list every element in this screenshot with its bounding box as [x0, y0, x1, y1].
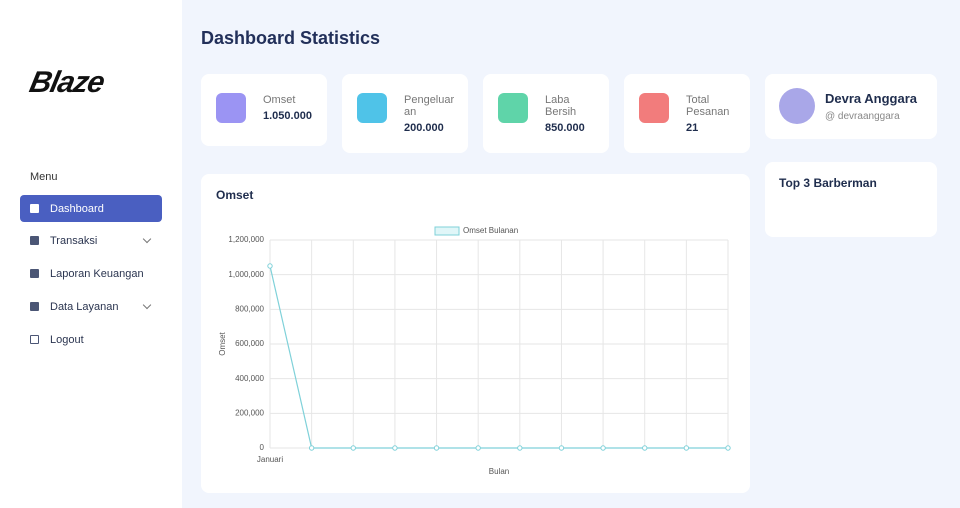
series-line: [269, 265, 728, 449]
menu-item[interactable]: Laporan Keuangan: [20, 260, 162, 287]
stat-icon: [216, 93, 246, 123]
point: [308, 445, 315, 451]
menu-heading: Menu: [30, 171, 58, 183]
menu-label: Data Layanan: [50, 300, 119, 313]
top-title: Top 3 Barberman: [779, 176, 877, 190]
stat-value: 200.000: [404, 122, 444, 134]
point: [517, 445, 523, 451]
stat-label: Omset: [263, 94, 296, 106]
y-tick-label: 1,000,000: [228, 270, 264, 279]
menu-item[interactable]: Dashboard: [20, 195, 162, 222]
stat-value: 850.000: [545, 122, 585, 134]
menu-label: Dashboard: [50, 202, 104, 215]
y-tick-label: 400,000: [235, 374, 264, 383]
stat-icon: [498, 93, 528, 123]
point: [683, 445, 690, 451]
stat-card: Pengeluaran 200.000: [342, 74, 468, 153]
sidebar: Blaze Menu Dashboard Transaksi Laporan K…: [0, 0, 182, 508]
stat-icon: [639, 93, 669, 123]
stat-card: Total Pesanan 21: [624, 74, 750, 153]
x-axis-title: Bulan: [489, 467, 509, 476]
point: [433, 445, 440, 451]
menu-item[interactable]: Data Layanan: [20, 293, 162, 320]
y-axis-title: Omset: [218, 331, 227, 355]
point: [475, 445, 481, 451]
menu-label: Transaksi: [50, 234, 98, 247]
page-title: Dashboard Statistics: [201, 28, 381, 48]
point: [350, 445, 356, 451]
stat-value: 1.050.000: [263, 110, 312, 122]
y-tick-label: 1,200,000: [228, 235, 264, 244]
menu-item[interactable]: Transaksi: [20, 227, 162, 254]
point: [392, 445, 398, 451]
y-tick-label: 0: [260, 443, 265, 452]
profile-name: Devra Anggara: [825, 91, 917, 106]
chart-title: Omset: [216, 188, 254, 202]
profile-handle: @ devraanggara: [825, 111, 900, 122]
stat-value: 21: [686, 122, 699, 134]
point: [558, 445, 565, 451]
legend-swatch: [434, 226, 460, 236]
logo[interactable]: Blaze: [26, 66, 107, 99]
y-tick-label: 600,000: [235, 339, 264, 348]
point: [725, 445, 731, 451]
stat-label: Total Pesanan: [686, 94, 730, 118]
menu-label: Laporan Keuangan: [50, 267, 144, 280]
x-tick-label: Januari: [257, 455, 283, 464]
point: [642, 445, 648, 451]
stat-label: Pengeluaran: [404, 94, 455, 118]
legend-label: Omset Bulanan: [463, 226, 518, 235]
stat-card: Laba Bersih 850.000: [483, 74, 609, 153]
stat-card: Omset 1.050.000: [201, 74, 327, 146]
chart: 0 200,000 400,000 600,000 800,000 1,000,000 1,…: [218, 226, 731, 476]
profile-card: Devra Anggara @ devraanggara: [765, 74, 937, 139]
chart-card: Omset 0 200,000 400,000 600,000 800,000 1,000…: [201, 174, 750, 493]
menu-label: Logout: [50, 333, 84, 346]
point: [600, 445, 606, 451]
stat-label: Laba Bersih: [545, 94, 577, 118]
point: [267, 263, 273, 269]
avatar: [779, 88, 815, 124]
y-tick-label: 800,000: [235, 304, 264, 313]
stat-icon: [357, 93, 387, 123]
y-tick-label: 200,000: [235, 408, 264, 417]
top-card: Top 3 Barberman: [765, 162, 937, 237]
menu-item[interactable]: Logout: [20, 326, 162, 353]
